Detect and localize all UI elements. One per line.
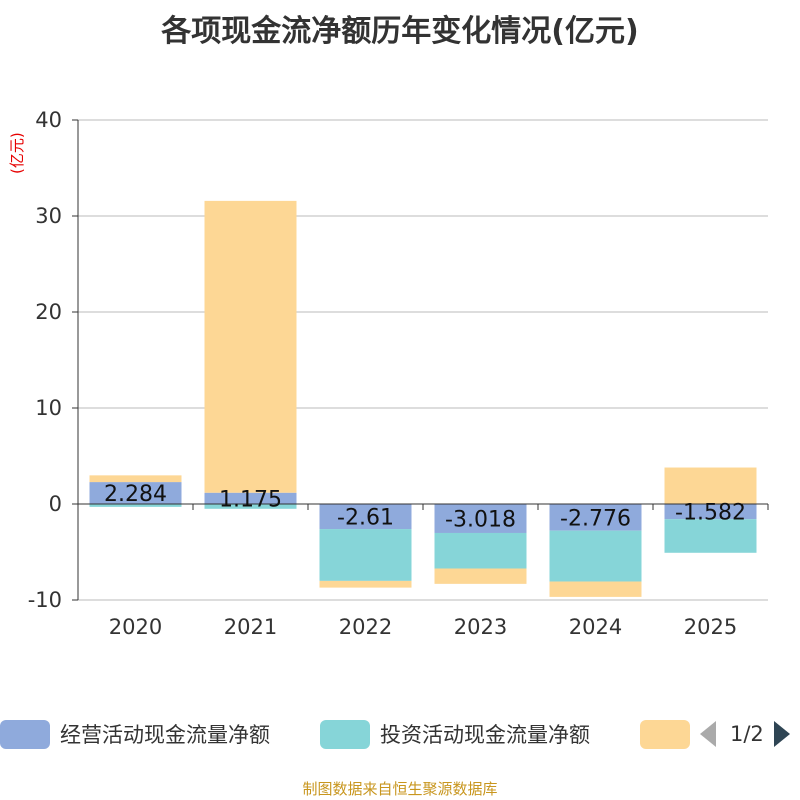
y-tick-label: 10 [35, 396, 62, 420]
chart-title: 各项现金流净额历年变化情况(亿元) [161, 14, 639, 49]
bar-series1-2024 [549, 504, 642, 531]
bar-series2-2021 [204, 504, 297, 509]
y-tick-label: 30 [35, 204, 62, 228]
data-label-2021: 1.175 [219, 487, 282, 512]
x-tick-label-2020: 2020 [109, 615, 162, 639]
pager-prev-icon[interactable] [700, 721, 716, 747]
bar-series3-2023 [434, 568, 527, 584]
bar-series2-2025 [664, 519, 757, 553]
data-label-2023: -3.018 [445, 507, 516, 532]
bar-series1-2023 [434, 504, 527, 533]
legend-pager: 1/2 [700, 716, 800, 752]
y-tick-label: 40 [35, 108, 62, 132]
bar-series3-2021 [204, 200, 297, 493]
x-tick-label-2025: 2025 [684, 615, 737, 639]
data-label-2024: -2.776 [560, 506, 631, 531]
pager-page-text: 1/2 [730, 722, 764, 746]
legend: 经营活动现金流量净额 投资活动现金流量净额 [0, 716, 800, 752]
x-tick-label-2023: 2023 [454, 615, 507, 639]
legend-item-financing[interactable] [640, 716, 690, 752]
bar-series1-2021 [204, 492, 297, 504]
legend-label-investing: 投资活动现金流量净额 [380, 723, 590, 747]
bar-series1-2020 [89, 482, 182, 504]
x-tick-label-2024: 2024 [569, 615, 622, 639]
bar-series2-2023 [434, 532, 527, 569]
bar-series2-2020 [89, 504, 182, 507]
pager-next-icon[interactable] [773, 721, 790, 747]
legend-label-operating: 经营活动现金流量净额 [60, 723, 270, 747]
legend-swatch-financing [640, 719, 690, 749]
y-tick-label: 20 [35, 300, 62, 324]
y-tick-label: 0 [49, 492, 62, 516]
bar-series3-2024 [549, 581, 642, 597]
legend-item-operating[interactable]: 经营活动现金流量净额 [0, 716, 270, 752]
bar-series3-2025 [664, 467, 757, 504]
bar-series1-2025 [664, 504, 757, 520]
bar-series2-2024 [549, 530, 642, 582]
data-label-2020: 2.284 [104, 482, 167, 507]
data-label-2025: -1.582 [675, 501, 746, 526]
chart-plot: -10 0 10 20 30 40 2.284 1.175 -2.61 -3.018 -2.776 -… [28, 108, 769, 639]
x-tick-label-2021: 2021 [224, 615, 277, 639]
bar-series1-2022 [319, 504, 412, 530]
data-label-2022: -2.61 [337, 506, 394, 531]
data-source: 制图数据来自恒生聚源数据库 [302, 780, 498, 798]
legend-swatch-operating [0, 719, 50, 749]
legend-item-investing[interactable]: 投资活动现金流量净额 [320, 716, 590, 752]
legend-swatch-investing [320, 719, 370, 749]
y-tick-label: -10 [28, 588, 62, 612]
bar-series3-2020 [89, 475, 182, 483]
bar-series3-2022 [319, 580, 412, 588]
x-tick-label-2022: 2022 [339, 615, 392, 639]
bar-series2-2022 [319, 529, 412, 581]
